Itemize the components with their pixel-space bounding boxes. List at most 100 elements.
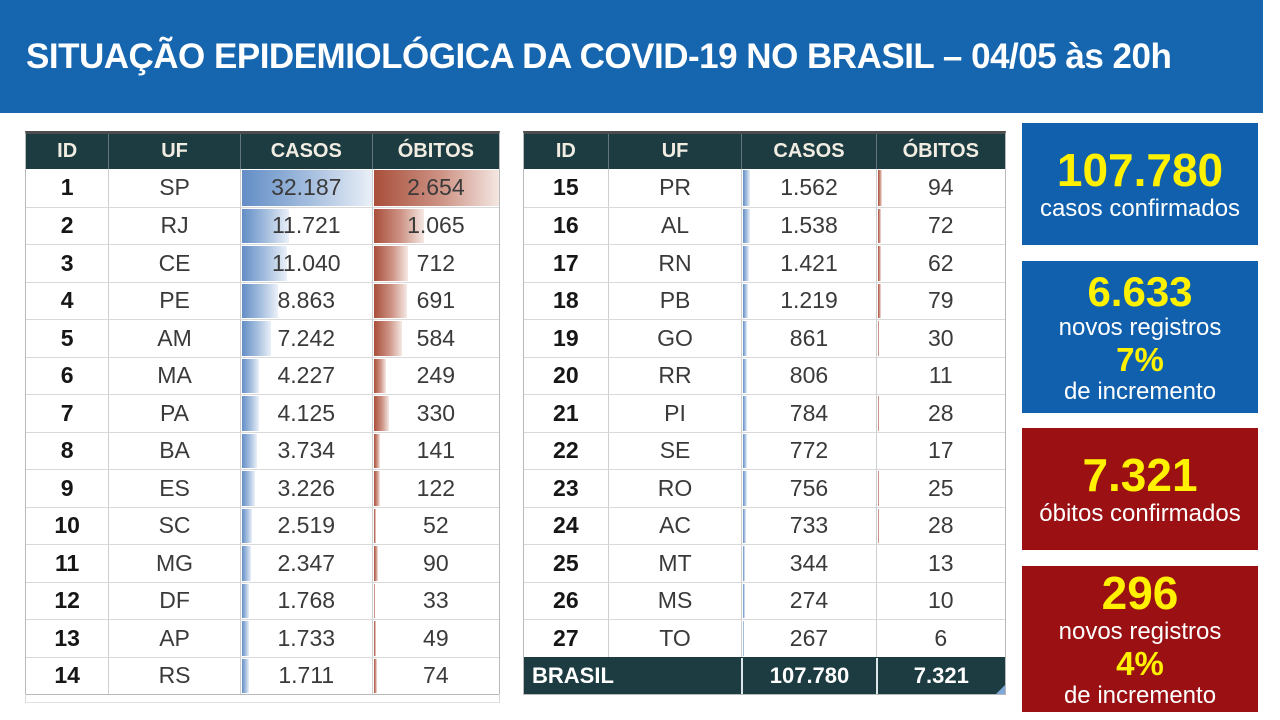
column-header-id: ID (57, 140, 78, 162)
total-obitos: 7.321 (875, 657, 1005, 694)
row-obitos: 141 (371, 432, 499, 469)
row-id: 23 (553, 474, 579, 501)
obitos-databar (373, 170, 499, 206)
obitos-databar (877, 358, 879, 393)
table-row: 6 MA 4.227 249 (26, 356, 499, 394)
casos-databar (241, 433, 257, 468)
row-uf: AC (607, 507, 742, 544)
row-casos: 3.734 (239, 432, 372, 469)
table-row: 16 AL 1.538 72 (524, 206, 1005, 244)
casos-databar (241, 170, 372, 206)
table-row: 23 RO 756 25 (524, 469, 1005, 507)
obitos-databar (877, 546, 879, 581)
casos-databar (241, 508, 253, 543)
row-obitos: 52 (371, 507, 499, 544)
row-obitos: 90 (371, 545, 499, 582)
obitos-databar (877, 321, 880, 356)
row-id: 25 (553, 549, 579, 576)
casos-databar (241, 471, 255, 506)
table-row: 14 RS 1.711 74 (26, 656, 499, 694)
row-obitos: 28 (875, 507, 1005, 544)
novos-obitos-sublabel: de incremento (1063, 682, 1217, 710)
casos-databar (241, 246, 287, 281)
row-obitos: 25 (875, 470, 1005, 507)
row-casos: 2.347 (239, 545, 372, 582)
row-uf: SC (108, 507, 239, 544)
obitos-databar (373, 546, 378, 581)
row-id: 26 (553, 587, 579, 614)
obitos-databar (877, 396, 879, 431)
obitos-databar (373, 433, 381, 468)
column-header-uf: UF (108, 134, 239, 169)
row-id: 21 (553, 399, 579, 426)
column-header-uf: UF (607, 134, 742, 169)
row-casos: 4.227 (239, 357, 372, 394)
row-uf: PI (607, 395, 742, 432)
table-row: 9 ES 3.226 122 (26, 469, 499, 507)
row-id: 24 (553, 512, 579, 539)
novos-casos-sublabel: de incremento (1063, 377, 1217, 405)
row-obitos: 30 (875, 320, 1005, 357)
row-id: 7 (60, 399, 74, 426)
casos-databar (743, 433, 747, 468)
column-header-casos: CASOS (239, 134, 372, 169)
obitos-databar (373, 321, 402, 356)
row-casos: 3.226 (239, 470, 372, 507)
row-uf: RJ (108, 207, 239, 244)
table-row: 3 CE 11.040 712 (26, 244, 499, 282)
casos-databar (241, 321, 272, 356)
row-uf: ES (108, 470, 239, 507)
row-casos: 806 (741, 357, 875, 394)
obitos-databar (877, 508, 879, 543)
row-obitos: 249 (371, 357, 499, 394)
row-casos: 772 (741, 432, 875, 469)
obitos-databar (877, 170, 883, 206)
table-row: 4 PE 8.863 691 (26, 281, 499, 319)
casos-databar (743, 321, 747, 356)
obitos-databar (877, 283, 882, 318)
row-casos: 11.721 (239, 207, 372, 244)
row-id: 6 (60, 362, 74, 389)
row-obitos: 2.654 (371, 169, 499, 207)
row-obitos: 330 (371, 395, 499, 432)
table-row: 11 MG 2.347 90 (26, 544, 499, 582)
table-row: 10 SC 2.519 52 (26, 506, 499, 544)
row-uf: PA (108, 395, 239, 432)
row-casos: 1.711 (239, 657, 372, 694)
casos-databar (743, 170, 750, 206)
row-casos: 1.562 (741, 169, 875, 207)
casos-databar (241, 208, 290, 243)
row-obitos: 122 (371, 470, 499, 507)
row-uf: BA (108, 432, 239, 469)
novos-obitos-value: 296 (1101, 566, 1179, 619)
row-obitos: 10 (875, 582, 1005, 619)
row-id: 5 (60, 324, 74, 351)
table-row: 20 RR 806 11 (524, 356, 1005, 394)
row-obitos: 712 (371, 245, 499, 282)
row-obitos: 33 (371, 582, 499, 619)
row-uf: MA (108, 357, 239, 394)
obitos-total-label: óbitos confirmados (1039, 500, 1241, 528)
row-uf: PE (108, 282, 239, 319)
row-id: 16 (553, 212, 579, 239)
row-uf: GO (607, 320, 742, 357)
row-uf: RS (108, 657, 239, 694)
card-novos-casos: 6.633 novos registros 7% de incremento (1022, 261, 1258, 413)
table-row: 12 DF 1.768 33 (26, 581, 499, 619)
row-casos: 1.219 (741, 282, 875, 319)
row-casos: 1.538 (741, 207, 875, 244)
column-header-id: ID (555, 140, 576, 162)
table-header-left: ID UF CASOS ÓBITOS (26, 134, 499, 169)
novos-obitos-percent: 4% (1116, 645, 1164, 683)
table-row: 2 RJ 11.721 1.065 (26, 206, 499, 244)
corner-triangle-icon (996, 685, 1005, 694)
row-id: 11 (54, 549, 80, 576)
row-casos: 267 (741, 620, 875, 657)
row-id: 13 (54, 624, 80, 651)
table-row: 19 GO 861 30 (524, 319, 1005, 357)
card-obitos-confirmados: 7.321 óbitos confirmados (1022, 428, 1258, 550)
row-casos: 4.125 (239, 395, 372, 432)
total-casos: 107.780 (741, 657, 875, 694)
row-casos: 274 (741, 582, 875, 619)
casos-databar (743, 396, 747, 431)
